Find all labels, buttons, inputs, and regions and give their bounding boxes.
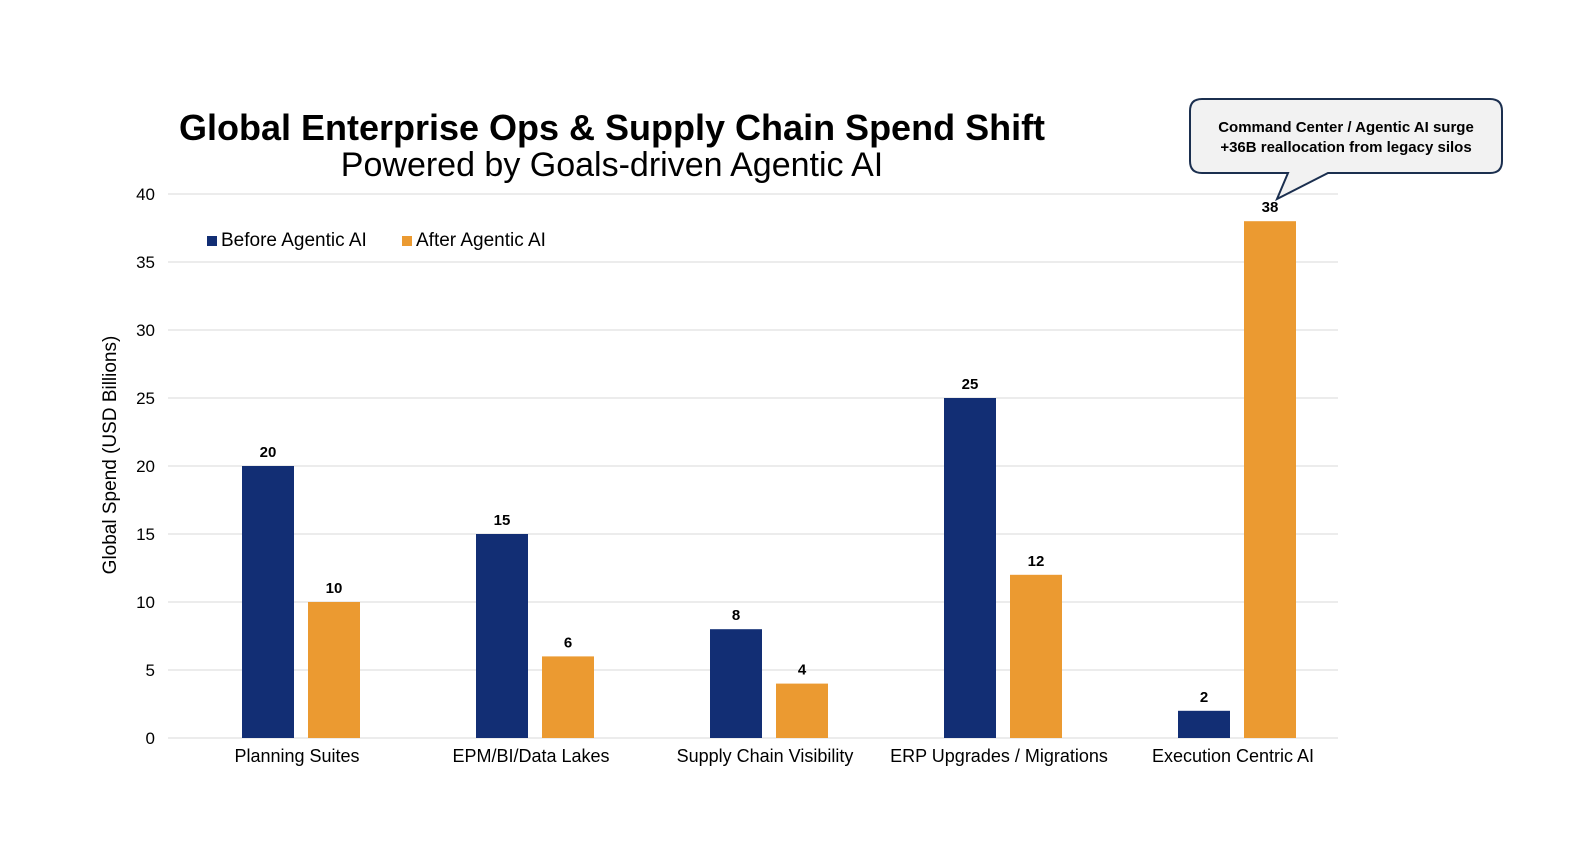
data-label: 10: [326, 580, 343, 597]
y-tick-label: 20: [136, 457, 155, 476]
legend-swatch-before: [207, 236, 217, 246]
legend-label-before: Before Agentic AI: [221, 230, 367, 251]
bar-before: [944, 398, 996, 738]
x-category-label: Supply Chain Visibility: [677, 746, 854, 766]
bar-after: [776, 683, 828, 738]
legend: Before Agentic AI After Agentic AI: [207, 230, 546, 251]
y-tick-label: 40: [136, 185, 155, 204]
bars: [242, 221, 1296, 738]
callout-line-1: Command Center / Agentic AI surge: [1218, 119, 1474, 136]
y-tick-label: 0: [146, 729, 155, 748]
y-tick-label: 35: [136, 253, 155, 272]
data-label: 4: [798, 662, 807, 679]
y-tick-label: 15: [136, 525, 155, 544]
data-label: 8: [732, 607, 740, 624]
x-category-label: ERP Upgrades / Migrations: [890, 746, 1108, 766]
legend-swatch-after: [402, 236, 412, 246]
chart-subtitle: Powered by Goals-driven Agentic AI: [341, 146, 883, 184]
x-category-label: Execution Centric AI: [1152, 746, 1314, 766]
bar-after: [542, 656, 594, 738]
bar-before: [1178, 710, 1230, 738]
y-axis-label: Global Spend (USD Billions): [100, 336, 121, 575]
bar-after: [1244, 221, 1296, 738]
data-label: 15: [494, 512, 511, 529]
y-tick-label: 30: [136, 321, 155, 340]
bar-before: [242, 466, 294, 738]
bar-before: [476, 534, 528, 738]
y-tick-label: 10: [136, 593, 155, 612]
data-label: 2: [1200, 689, 1208, 706]
bar-before: [710, 629, 762, 738]
chart-title: Global Enterprise Ops & Supply Chain Spe…: [179, 107, 1045, 148]
y-tick-label: 5: [146, 661, 155, 680]
callout: Command Center / Agentic AI surge +36B r…: [1189, 98, 1503, 202]
callout-line-2: +36B reallocation from legacy silos: [1220, 139, 1471, 156]
legend-label-after: After Agentic AI: [416, 230, 546, 251]
data-label: 6: [564, 634, 572, 651]
y-tick-label: 25: [136, 389, 155, 408]
data-label: 38: [1262, 199, 1279, 216]
x-category-label: Planning Suites: [234, 746, 359, 766]
x-category-label: EPM/BI/Data Lakes: [452, 746, 609, 766]
gridlines: [168, 193, 1338, 739]
bar-after: [1010, 574, 1062, 738]
bar-after: [308, 602, 360, 738]
data-labels: 20 10 15 6 8 4 25 12 2 38: [260, 199, 1279, 706]
data-label: 12: [1028, 553, 1045, 570]
y-axis-ticks: 0 5 10 15 20 25 30 35 40: [136, 185, 155, 748]
data-label: 25: [962, 376, 979, 393]
callout-box: [1189, 98, 1503, 202]
x-axis-categories: Planning Suites EPM/BI/Data Lakes Supply C…: [234, 746, 1314, 766]
data-label: 20: [260, 444, 277, 461]
